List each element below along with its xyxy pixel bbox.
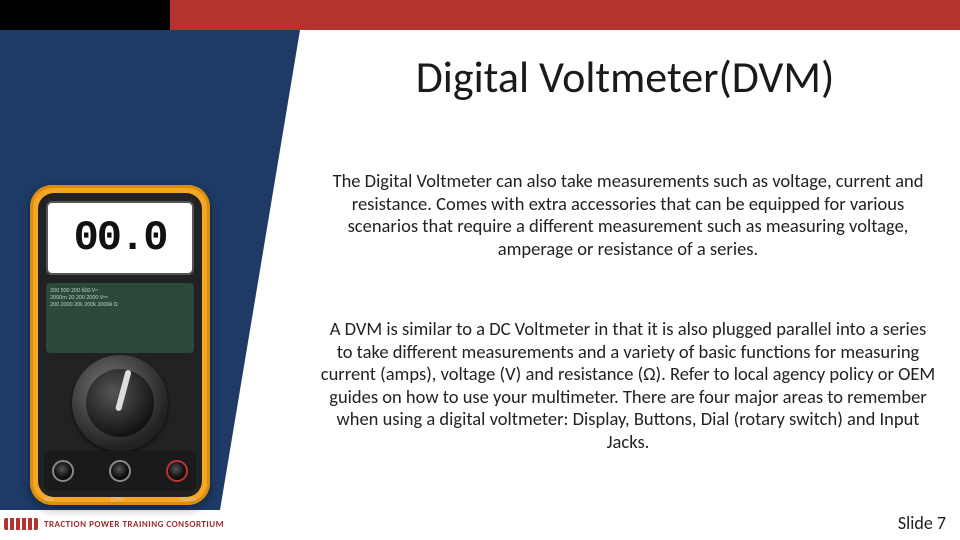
paragraph-1: The Digital Voltmeter can also take meas… — [320, 170, 936, 260]
multimeter-image: 00.0 200 500 200 600 V~2000m 20 200 2000… — [30, 185, 210, 505]
jack-com — [109, 460, 131, 482]
rail-icon — [4, 518, 38, 530]
paragraph-2: A DVM is similar to a DC Voltmeter in th… — [320, 318, 936, 453]
slide-title: Digital Voltmeter(DVM) — [310, 50, 940, 104]
footer: TRACTION POWER TRAINING CONSORTIUM — [0, 516, 224, 532]
rotary-dial — [72, 355, 168, 451]
top-black-block — [0, 0, 170, 30]
lcd-readout: 00.0 — [74, 214, 167, 262]
input-jacks — [44, 451, 196, 491]
slide: 00.0 200 500 200 600 V~2000m 20 200 2000… — [0, 0, 960, 540]
diagonal-navy-panel: 00.0 200 500 200 600 V~2000m 20 200 2000… — [0, 30, 300, 510]
jack-v-ohm-ma — [166, 460, 188, 482]
multimeter-display: 00.0 — [46, 201, 194, 275]
jack-labels: 10A COM VΩmA — [44, 495, 196, 503]
slide-number: Slide 7 — [898, 512, 946, 534]
footer-org: TRACTION POWER TRAINING CONSORTIUM — [44, 519, 224, 530]
jack-10a — [52, 460, 74, 482]
multimeter-scale-panel: 200 500 200 600 V~2000m 20 200 2000 V⎓20… — [46, 283, 194, 353]
